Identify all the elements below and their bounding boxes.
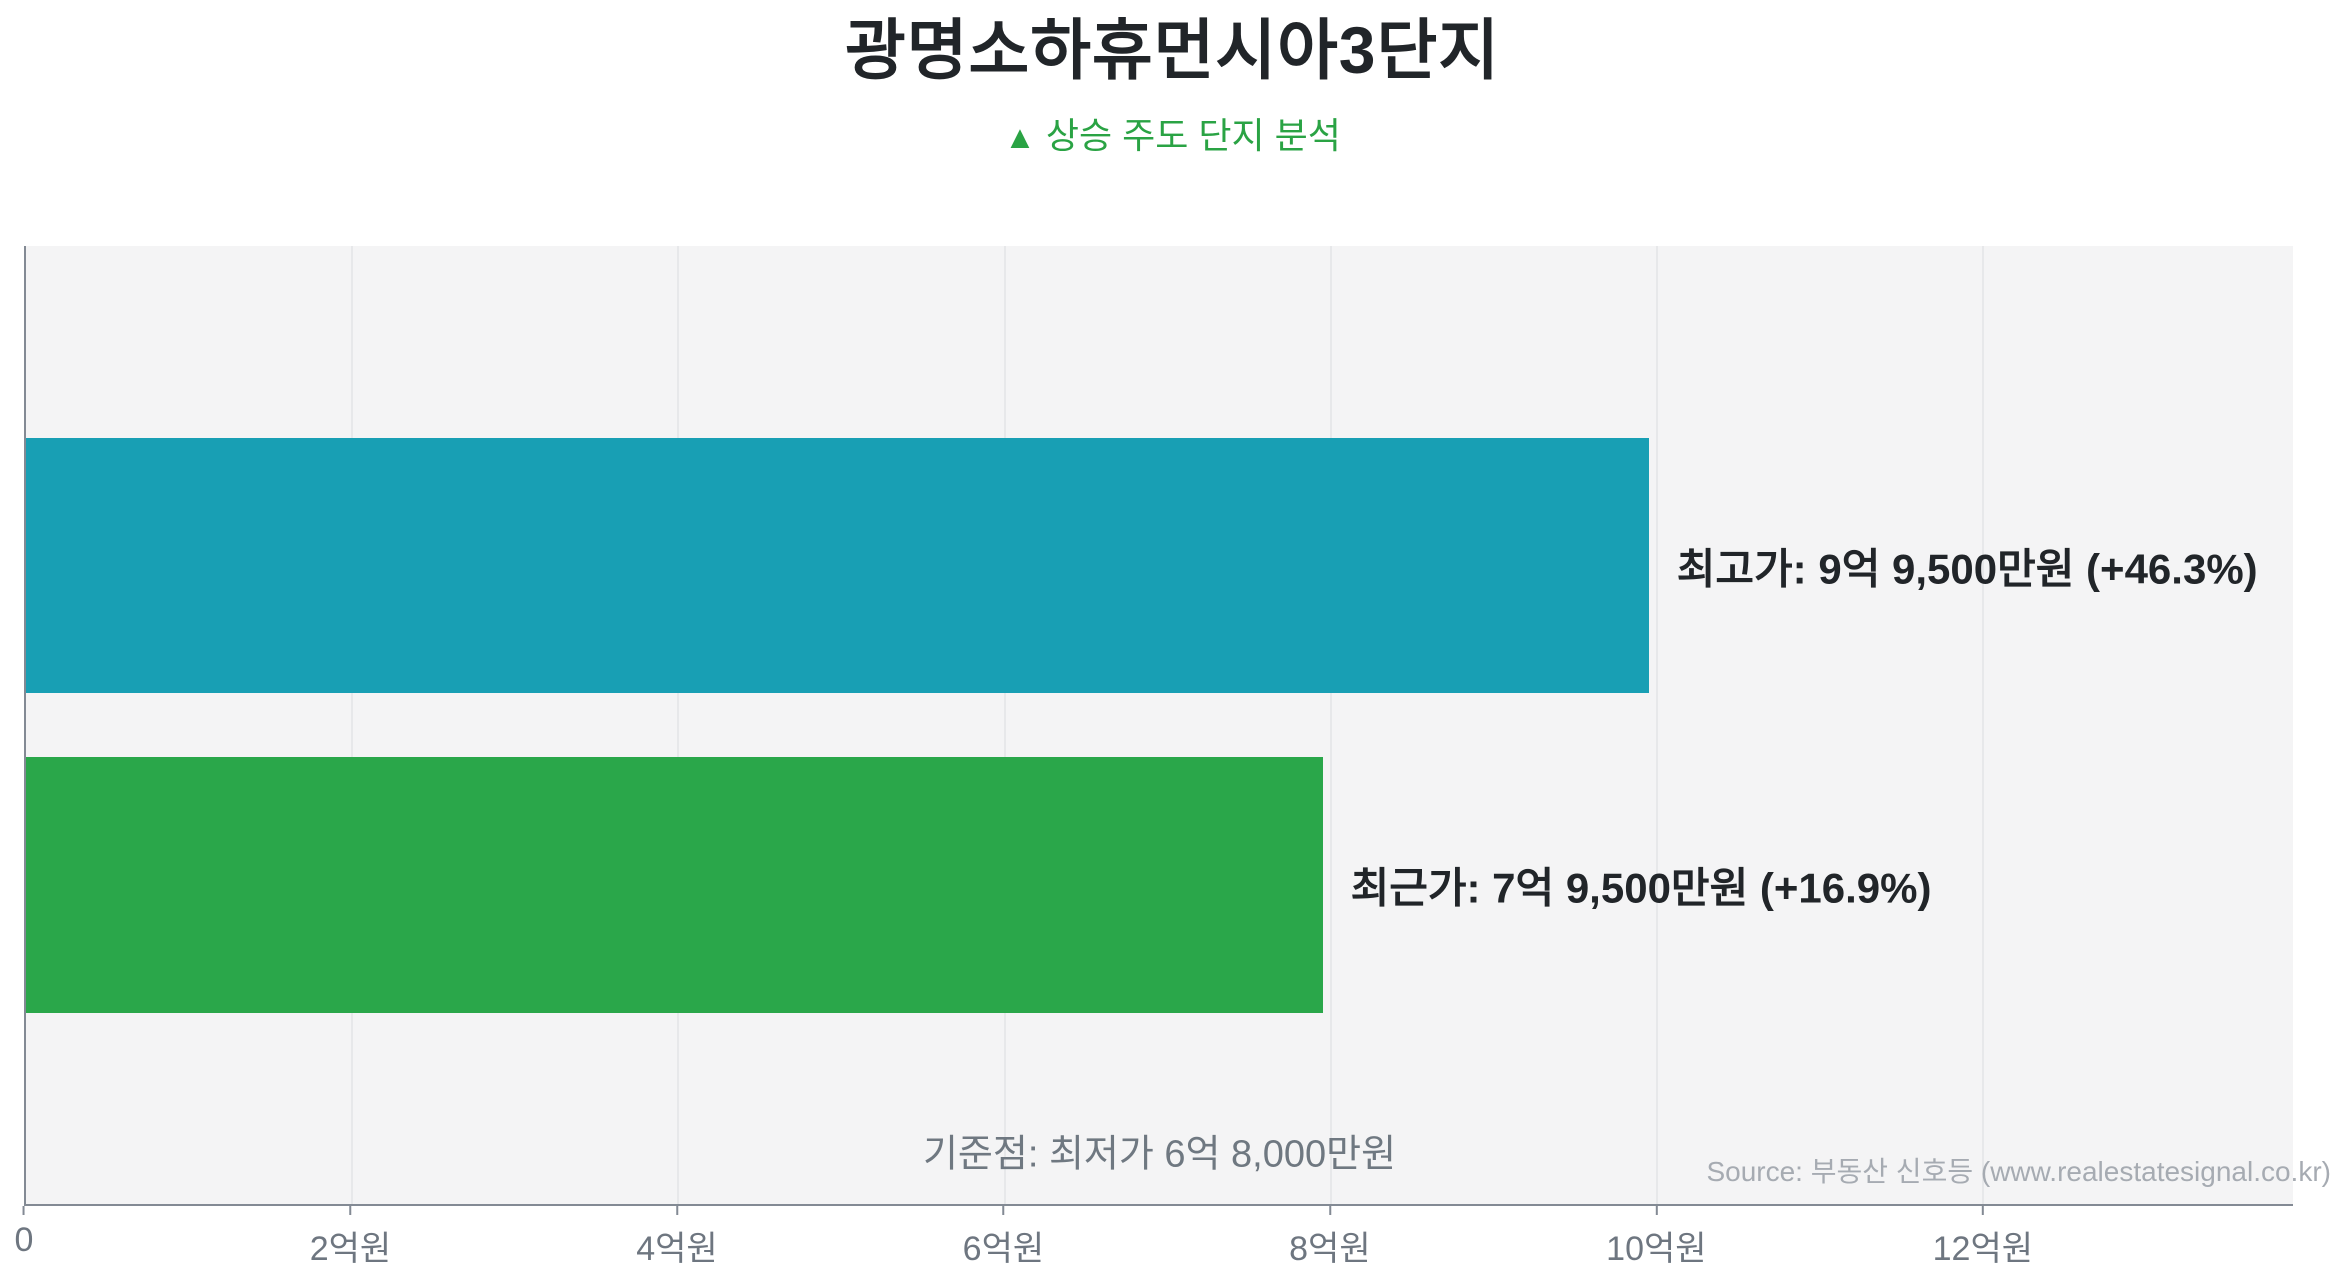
x-tick-label: 6억원: [962, 1230, 1045, 1268]
x-tick-mark: [349, 1206, 352, 1215]
x-tick-mark: [1655, 1206, 1658, 1215]
x-tick-mark: [1981, 1206, 1984, 1215]
grid-line: [1329, 246, 1332, 1204]
x-tick-label: 12억원: [1932, 1230, 2034, 1268]
x-tick-label: 4억원: [636, 1230, 718, 1268]
grid-line: [1982, 246, 1985, 1204]
x-tick-label: 2억원: [309, 1230, 392, 1268]
x-tick: 12억원: [1933, 1206, 2033, 1268]
x-tick-mark: [1002, 1206, 1005, 1215]
plot-area: 최고가: 9억 9,500만원 (+46.3%) 최근가: 7억 9,500만원 …: [24, 246, 2293, 1206]
bar-2: [26, 757, 1323, 1013]
x-tick-label: 10억원: [1606, 1230, 1707, 1268]
grid-line: [1655, 246, 1658, 1204]
x-tick-mark: [1328, 1206, 1331, 1215]
chart-subtitle-label: 상승 주도 단지 분석: [1045, 115, 1341, 156]
baseline-note: 기준점: 최저가 6억 8,000만원: [922, 1133, 1397, 1176]
x-tick-label: 8억원: [1289, 1230, 1371, 1268]
x-tick: 10억원: [1606, 1206, 1707, 1268]
bar-label-1: 최고가: 9억 9,500만원 (+46.3%): [1676, 545, 2258, 592]
x-axis: 0 2억원 4억원 6억원 8억원 10억원 12억원: [15, 1206, 2293, 1268]
x-tick: 4억원: [636, 1206, 718, 1268]
x-tick: 0: [14, 1206, 34, 1260]
x-tick-mark: [22, 1206, 25, 1215]
x-tick: 2억원: [310, 1206, 391, 1268]
up-triangle-icon: ▲: [1004, 119, 1036, 155]
x-tick: 8억원: [1289, 1206, 1371, 1268]
x-tick: 6억원: [963, 1206, 1044, 1268]
grid-line: [351, 246, 354, 1204]
page-title: 광명소하휴먼시아3단지: [845, 13, 1500, 87]
bar-1: [26, 438, 1649, 693]
source-credit: Source: 부동산 신호등 (www.realestatesignal.co…: [1706, 1156, 2331, 1187]
x-tick-label: 0: [14, 1221, 34, 1259]
grid-line: [1003, 246, 1006, 1204]
chart-subtitle: ▲ 상승 주도 단지 분석: [0, 112, 2345, 161]
grid-line: [677, 246, 680, 1204]
x-tick-mark: [675, 1206, 678, 1215]
bar-label-2: 최근가: 7억 9,500만원 (+16.9%): [1350, 864, 1932, 912]
